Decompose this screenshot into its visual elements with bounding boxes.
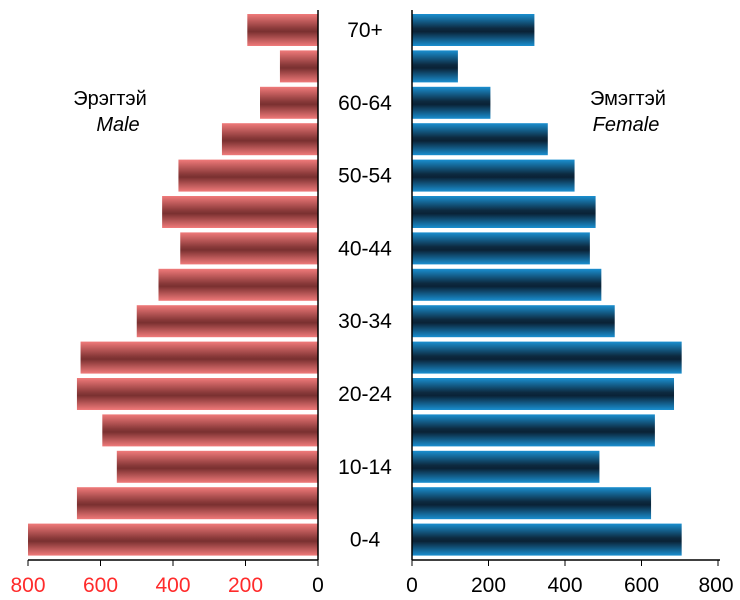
female-bar-30-34	[412, 305, 615, 338]
male-bars-group	[28, 14, 318, 556]
male-bar-35-39	[158, 268, 318, 301]
male-bar-15-19	[102, 414, 318, 447]
female-bar-15-19	[412, 414, 655, 447]
male-bar-20-24	[76, 378, 318, 410]
male-bar-40-44	[180, 232, 318, 265]
female-bars-group	[412, 14, 682, 556]
female-label-mn: Эмэгтэй	[590, 88, 666, 110]
female-bar-50-54	[412, 159, 575, 192]
female-label-en: Female	[593, 114, 660, 136]
female-bar-55-59	[412, 123, 548, 156]
right-tick-label-800: 800	[698, 574, 733, 597]
male-bar-10-14	[116, 450, 318, 483]
male-bar-50-54	[178, 159, 318, 192]
male-bar-5-9	[76, 487, 318, 520]
male-bar-30-34	[136, 305, 318, 338]
female-bar-5-9	[412, 487, 652, 520]
left-tick-label-400: 400	[155, 574, 190, 597]
right-tick-labels: 0 200 400 600 800	[406, 560, 734, 597]
age-label-60-64: 60-64	[338, 92, 392, 115]
age-label-0-4: 0-4	[350, 529, 381, 552]
female-bar-70+	[412, 14, 535, 46]
male-bar-70+	[247, 14, 318, 46]
age-group-labels: 0-4 10-14 20-24 30-34 40-44 50-54 60-64 70+	[338, 19, 392, 552]
right-tick-label-200: 200	[471, 574, 506, 597]
left-tick-labels: 800 600 400 200 0	[10, 560, 324, 597]
male-bar-65-69	[279, 50, 318, 83]
age-label-10-14: 10-14	[338, 456, 392, 479]
male-bar-55-59	[221, 123, 318, 156]
age-label-70+: 70+	[347, 19, 383, 42]
left-tick-label-800: 800	[10, 574, 45, 597]
female-bar-45-49	[412, 196, 596, 228]
female-bar-65-69	[412, 50, 458, 83]
female-bar-10-14	[412, 450, 600, 483]
left-tick-label-600: 600	[83, 574, 118, 597]
male-label-mn: Эрэгтэй	[73, 88, 147, 110]
male-bar-60-64	[260, 86, 318, 119]
age-label-20-24: 20-24	[338, 383, 392, 406]
male-label-en: Male	[96, 114, 139, 136]
right-tick-label-0: 0	[406, 574, 418, 597]
right-tick-label-600: 600	[624, 574, 659, 597]
age-label-40-44: 40-44	[338, 237, 392, 260]
female-bar-60-64	[412, 86, 491, 119]
female-bar-25-29	[412, 341, 682, 374]
age-label-50-54: 50-54	[338, 165, 392, 188]
right-tick-label-400: 400	[547, 574, 582, 597]
female-bar-35-39	[412, 268, 602, 301]
female-bar-0-4	[412, 523, 682, 556]
left-tick-label-0: 0	[312, 574, 324, 597]
female-bar-20-24	[412, 378, 675, 410]
male-bar-0-4	[28, 523, 318, 556]
female-bar-40-44	[412, 232, 590, 265]
male-bar-45-49	[162, 196, 318, 228]
age-label-30-34: 30-34	[338, 310, 392, 333]
male-bar-25-29	[80, 341, 318, 374]
left-tick-label-200: 200	[228, 574, 263, 597]
